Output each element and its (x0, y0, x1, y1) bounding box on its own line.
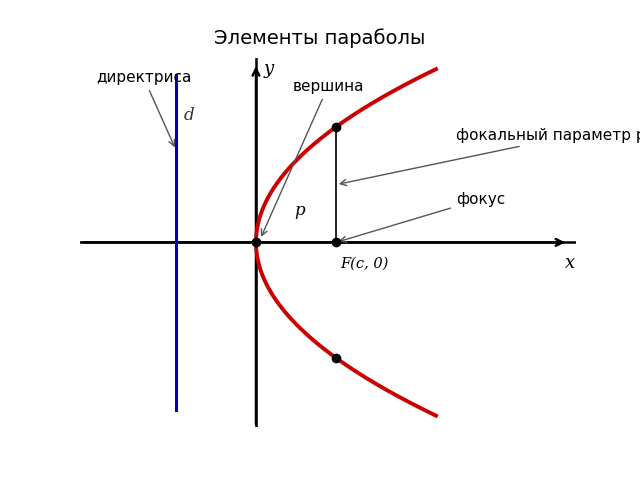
Text: директриса: директриса (96, 70, 191, 146)
Text: p: p (294, 202, 305, 219)
Text: F(c, 0): F(c, 0) (340, 257, 388, 271)
Text: y: y (264, 60, 274, 79)
Text: фокальный параметр p = 2c: фокальный параметр p = 2c (340, 128, 640, 185)
Text: вершина: вершина (262, 79, 364, 236)
Text: d: d (184, 107, 195, 124)
Text: Элементы параболы: Элементы параболы (214, 28, 426, 48)
Text: фокус: фокус (340, 192, 505, 242)
Text: x: x (564, 254, 575, 272)
